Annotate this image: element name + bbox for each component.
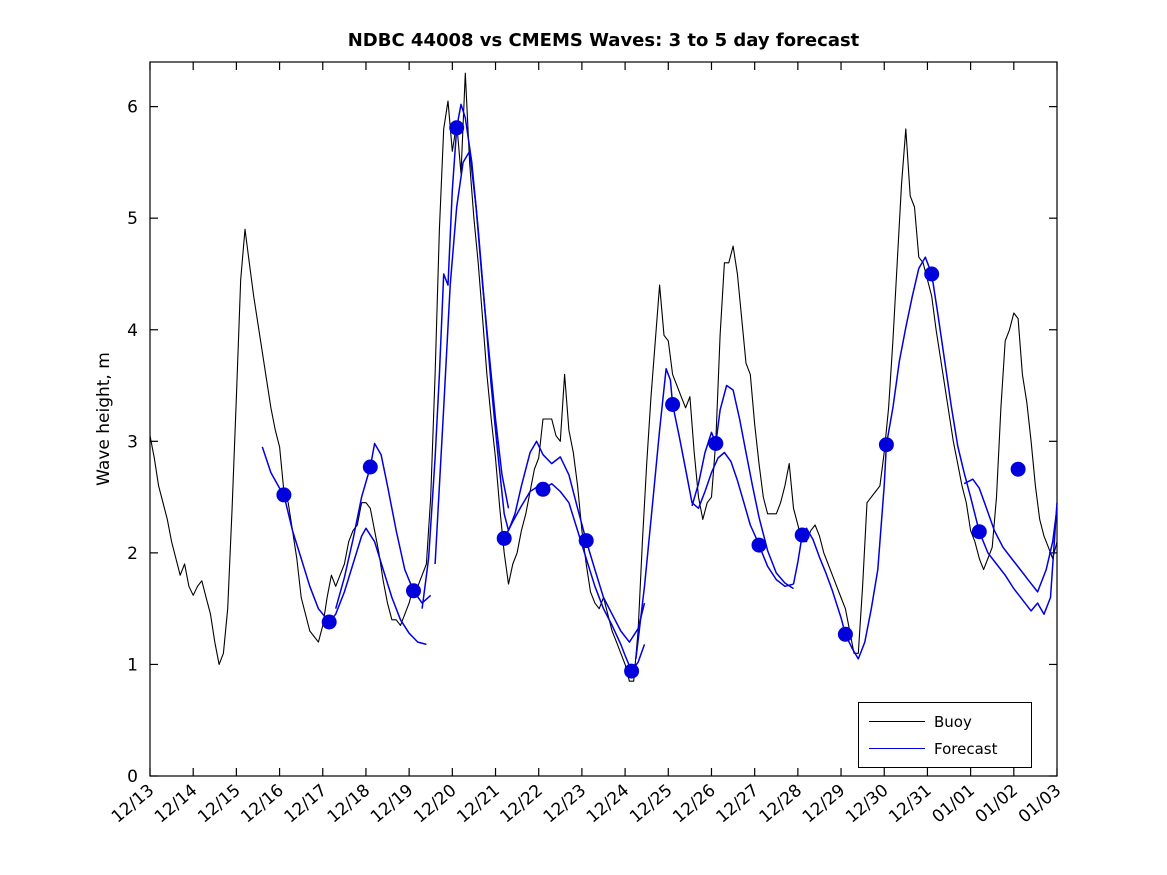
forecast-marker bbox=[708, 436, 724, 451]
forecast-line-segment bbox=[963, 478, 1058, 593]
x-axis-tick-label: 12/13 bbox=[108, 781, 158, 828]
y-axis-tick-label: 1 bbox=[127, 655, 138, 675]
legend-entry-buoy: Buoy bbox=[869, 712, 1031, 732]
forecast-marker bbox=[276, 487, 292, 503]
x-axis-tick-label: 12/16 bbox=[237, 781, 287, 828]
x-axis-tick-label: 12/30 bbox=[842, 781, 892, 828]
x-axis-tick-label: 12/20 bbox=[410, 781, 460, 828]
forecast-line-segment bbox=[503, 482, 646, 672]
buoy-line-sample-icon bbox=[869, 721, 925, 722]
axes-box bbox=[149, 61, 1058, 777]
forecast-marker bbox=[878, 437, 894, 453]
legend-label-buoy: Buoy bbox=[934, 712, 972, 731]
forecast-marker bbox=[971, 524, 987, 540]
x-axis-tick-label: 12/19 bbox=[367, 781, 417, 828]
x-axis-tick-label: 12/29 bbox=[799, 781, 849, 828]
x-axis-tick-label: 12/22 bbox=[497, 781, 547, 828]
forecast-line-segment bbox=[421, 103, 646, 643]
x-axis-tick-label: 12/25 bbox=[626, 781, 676, 828]
forecast-marker bbox=[362, 459, 378, 475]
legend-entry-forecast: Forecast bbox=[869, 739, 1031, 759]
legend-label-forecast: Forecast bbox=[934, 739, 998, 758]
forecast-marker bbox=[924, 266, 940, 282]
y-axis-tick-label: 4 bbox=[127, 321, 138, 341]
x-axis-tick-label: 01/03 bbox=[1015, 781, 1065, 828]
y-axis-tick-label: 0 bbox=[127, 767, 138, 787]
forecast-marker bbox=[837, 626, 853, 642]
y-axis-tick-label: 3 bbox=[127, 432, 138, 452]
forecast-line-segment bbox=[691, 384, 794, 590]
x-axis-tick-label: 12/18 bbox=[324, 781, 374, 828]
forecast-marker bbox=[321, 614, 337, 630]
forecast-marker bbox=[751, 537, 767, 553]
forecast-marker bbox=[449, 120, 465, 136]
x-axis-tick-label: 01/01 bbox=[928, 781, 978, 828]
forecast-marker bbox=[665, 397, 681, 412]
x-axis-tick-label: 12/31 bbox=[885, 781, 935, 828]
forecast-marker bbox=[1010, 461, 1026, 477]
x-axis-tick-label: 12/15 bbox=[194, 781, 244, 828]
forecast-marker bbox=[535, 481, 551, 497]
forecast-marker bbox=[578, 533, 594, 549]
x-axis-tick-label: 12/27 bbox=[712, 781, 762, 828]
x-axis-tick-label: 12/23 bbox=[540, 781, 590, 828]
chart-title: NDBC 44008 vs CMEMS Waves: 3 to 5 day fo… bbox=[347, 30, 860, 51]
y-axis-tick-label: 5 bbox=[127, 209, 138, 229]
x-axis-tick-label: 12/24 bbox=[583, 781, 633, 828]
legend: Buoy Forecast bbox=[858, 702, 1032, 768]
buoy-line bbox=[149, 72, 1058, 682]
forecast-line-segment bbox=[792, 256, 1058, 660]
y-axis-tick-label: 2 bbox=[127, 544, 138, 564]
forecast-marker bbox=[624, 663, 640, 679]
forecast-marker bbox=[406, 583, 421, 599]
x-axis-tick-label: 12/28 bbox=[756, 781, 806, 828]
x-axis-tick-label: 12/14 bbox=[151, 781, 201, 828]
y-axis-tick-label: 6 bbox=[127, 98, 138, 118]
x-axis-tick-label: 01/02 bbox=[972, 781, 1022, 828]
forecast-line-sample-icon bbox=[869, 748, 925, 749]
forecast-line-segment bbox=[434, 150, 510, 565]
forecast-marker bbox=[794, 527, 810, 543]
forecast-marker bbox=[496, 530, 512, 546]
x-axis-tick-label: 12/21 bbox=[453, 781, 503, 828]
x-axis-tick-label: 12/17 bbox=[281, 781, 331, 828]
forecast-line-segment bbox=[261, 446, 427, 646]
x-axis-tick-label: 12/26 bbox=[669, 781, 719, 828]
